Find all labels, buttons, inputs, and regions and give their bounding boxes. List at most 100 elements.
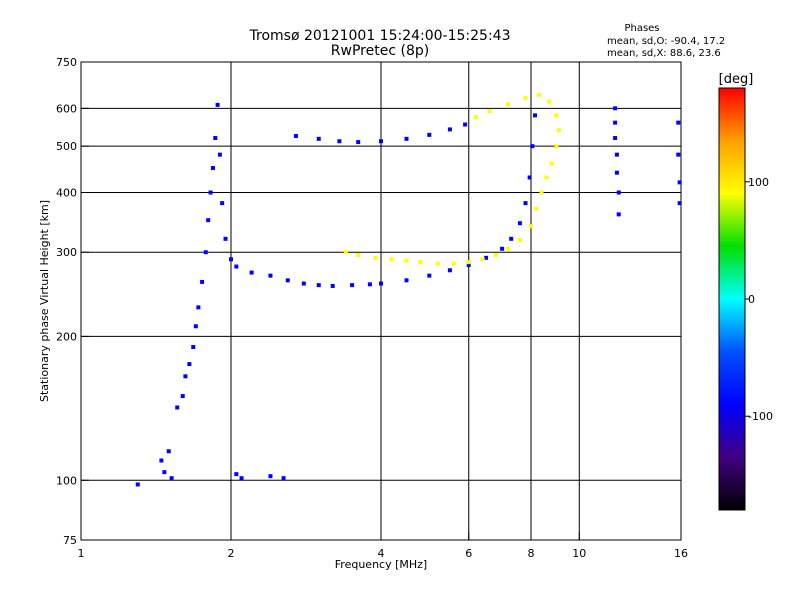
o-mode-point — [239, 476, 244, 481]
x-tick-label: 4 — [378, 547, 385, 560]
x-mode-point — [523, 96, 528, 101]
o-mode-point — [613, 136, 618, 141]
o-mode-point — [330, 283, 335, 288]
x-mode-point — [493, 253, 498, 258]
o-mode-point — [447, 127, 452, 132]
o-mode-point — [223, 236, 228, 241]
o-mode-point — [404, 136, 409, 141]
o-mode-point — [249, 270, 254, 275]
x-mode-point — [554, 113, 559, 118]
o-mode-point — [379, 281, 383, 286]
x-mode-point — [435, 261, 440, 266]
y-tick-label: 75 — [63, 534, 77, 547]
o-mode-point — [404, 278, 409, 283]
o-mode-point — [175, 405, 180, 410]
x-mode-point — [554, 144, 559, 149]
y-tick-label: 300 — [56, 246, 77, 259]
data-points — [135, 92, 682, 487]
o-mode-point — [193, 324, 198, 329]
o-mode-point — [613, 106, 618, 111]
o-mode-point — [316, 136, 321, 141]
chart-title: Tromsø 20121001 15:24:00-15:25:43 — [249, 28, 511, 44]
y-tick-label: 750 — [56, 56, 77, 69]
o-mode-point — [427, 132, 432, 137]
x-mode-point — [418, 260, 423, 265]
x-axis-ticks: 1 2 4 6 8 10 16 — [78, 532, 688, 560]
o-mode-point — [527, 175, 532, 180]
o-mode-point — [677, 201, 682, 206]
x-mode-point — [547, 99, 552, 104]
colorbar-tick-label: -100 — [748, 410, 773, 423]
o-mode-point — [301, 281, 306, 286]
o-mode-point — [180, 394, 185, 399]
o-mode-point — [169, 476, 174, 481]
x-tick-label: 1 — [78, 547, 85, 560]
y-axis-ticks: 75 100 200 300 400 500 600 750 — [56, 56, 89, 547]
o-mode-point — [367, 282, 372, 287]
o-mode-point — [200, 279, 205, 284]
o-mode-point — [187, 362, 192, 367]
x-tick-label: 6 — [465, 547, 472, 560]
o-mode-point — [379, 139, 383, 144]
x-mode-point — [451, 261, 456, 266]
x-mode-point — [539, 190, 544, 195]
x-mode-point — [466, 260, 471, 265]
o-mode-point — [616, 212, 621, 217]
x-mode-point — [549, 161, 554, 166]
o-mode-point — [234, 264, 239, 269]
x-tick-label: 16 — [674, 547, 688, 560]
o-mode-point — [183, 374, 188, 379]
o-mode-point — [159, 458, 164, 463]
o-mode-point — [229, 257, 233, 262]
o-mode-point — [234, 472, 239, 477]
o-mode-point — [427, 273, 432, 278]
o-mode-point — [447, 268, 452, 273]
x-mode-point — [534, 206, 539, 211]
o-mode-point — [166, 449, 171, 454]
o-mode-point — [517, 221, 522, 226]
o-mode-point — [614, 152, 619, 157]
o-mode-point — [210, 166, 215, 171]
x-mode-point — [529, 224, 533, 229]
colorbar-tick-label: 0 — [748, 293, 755, 306]
o-mode-point — [500, 246, 505, 251]
o-mode-point — [220, 201, 225, 206]
y-axis-label: Stationary phase Virtual Height [km] — [38, 200, 51, 402]
o-mode-point — [509, 236, 514, 241]
x-mode-point — [556, 128, 561, 133]
x-mode-point — [480, 257, 485, 262]
o-mode-point — [268, 273, 273, 278]
x-tick-label: 2 — [228, 547, 235, 560]
x-mode-point — [343, 250, 348, 255]
x-mode-point — [536, 92, 541, 97]
y-tick-label: 200 — [56, 330, 77, 343]
o-mode-point — [356, 140, 361, 145]
o-mode-point — [614, 170, 619, 175]
x-mode-point — [373, 255, 378, 260]
o-mode-point — [533, 113, 538, 118]
o-mode-point — [466, 263, 471, 268]
x-mode-point — [506, 102, 511, 107]
o-mode-point — [196, 305, 201, 310]
x-mode-point — [487, 109, 492, 114]
y-tick-label: 500 — [56, 140, 77, 153]
phases-x-line: mean, sd,X: 88.6, 23.6 — [607, 48, 721, 59]
phases-o-line: mean, sd,O: -90.4, 17.2 — [607, 36, 725, 47]
y-tick-label: 100 — [56, 474, 77, 487]
x-mode-point — [389, 257, 394, 262]
o-mode-point — [676, 120, 681, 125]
o-mode-point — [203, 250, 208, 255]
colorbar — [718, 87, 746, 511]
o-mode-point — [268, 474, 273, 479]
x-mode-point — [473, 115, 478, 120]
x-mode-point — [404, 258, 409, 263]
x-axis-label: Frequency [MHz] — [335, 558, 427, 571]
y-tick-label: 400 — [56, 186, 77, 199]
colorbar-ticks: 100 0 -100 — [745, 176, 773, 423]
x-mode-point — [506, 246, 511, 251]
o-mode-point — [293, 134, 298, 139]
o-mode-point — [162, 470, 167, 475]
x-tick-label: 8 — [528, 547, 535, 560]
o-mode-point — [337, 139, 342, 144]
o-mode-point — [613, 120, 618, 125]
